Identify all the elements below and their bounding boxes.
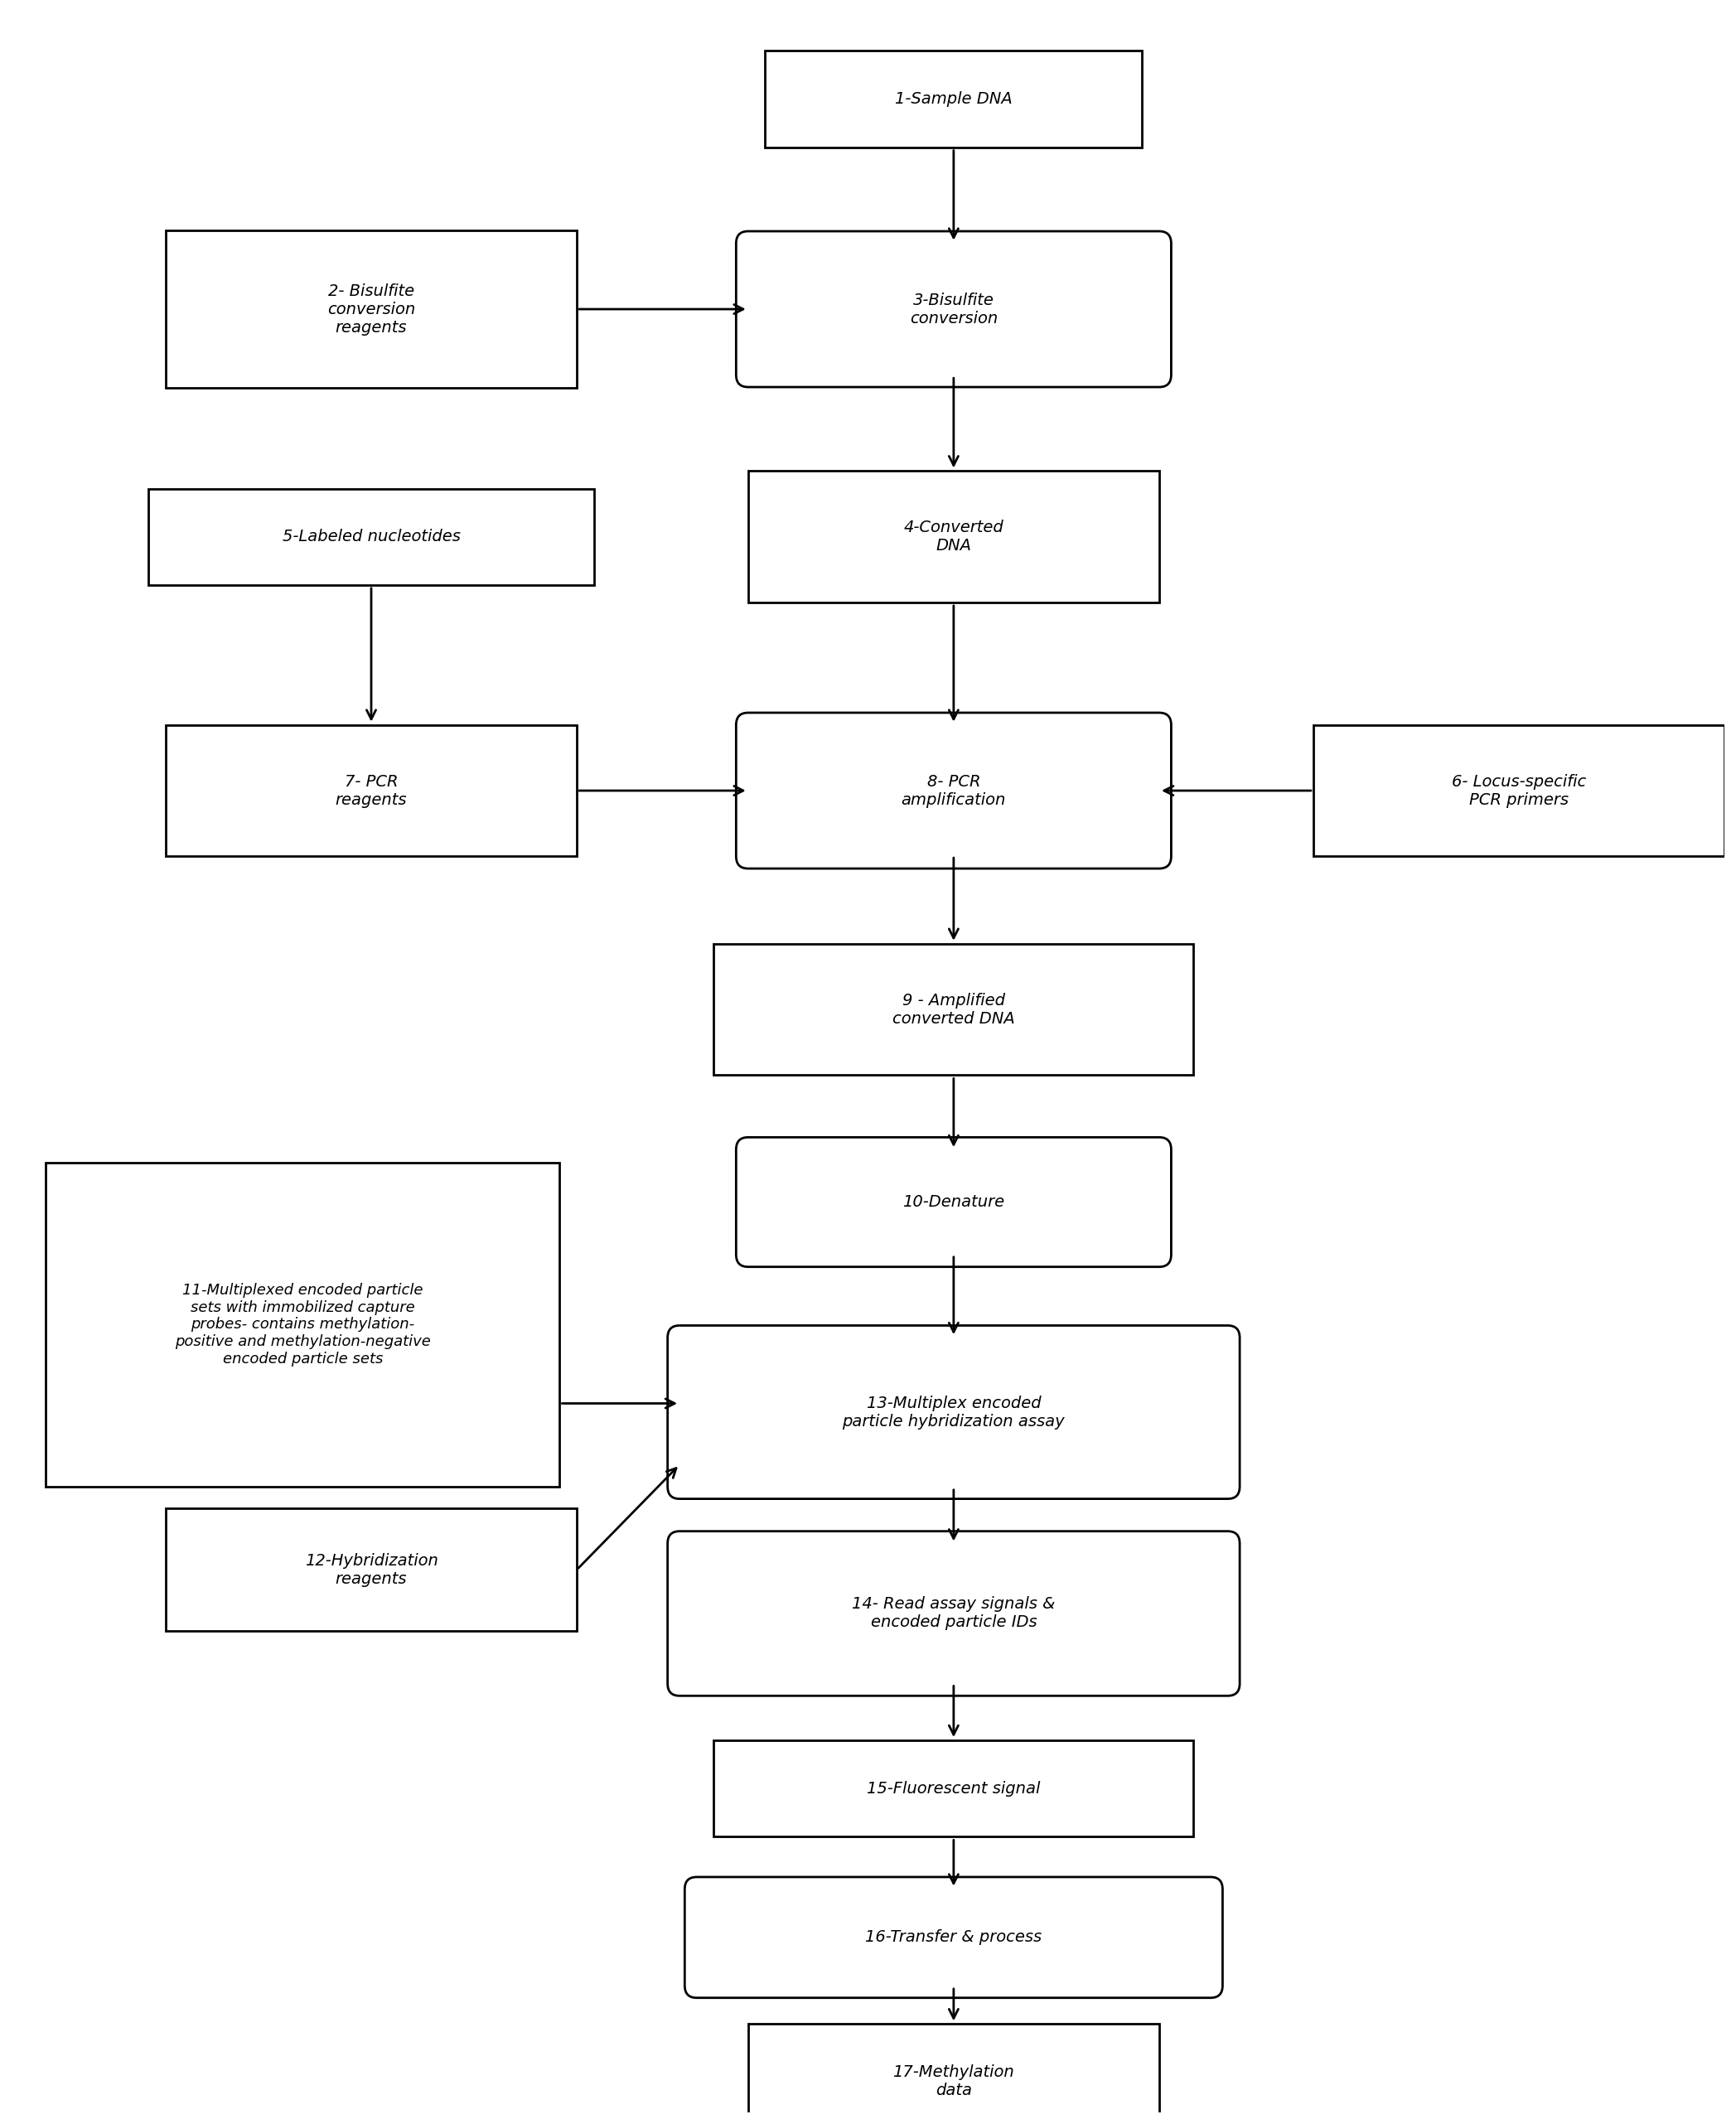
FancyBboxPatch shape bbox=[668, 1531, 1240, 1695]
Text: 11-Multiplexed encoded particle
sets with immobilized capture
probes- contains m: 11-Multiplexed encoded particle sets wit… bbox=[175, 1283, 431, 1366]
FancyBboxPatch shape bbox=[713, 943, 1193, 1075]
Text: 8- PCR
amplification: 8- PCR amplification bbox=[901, 773, 1005, 807]
Text: 6- Locus-specific
PCR primers: 6- Locus-specific PCR primers bbox=[1451, 773, 1587, 807]
Text: 12-Hybridization
reagents: 12-Hybridization reagents bbox=[304, 1553, 437, 1587]
FancyBboxPatch shape bbox=[766, 51, 1142, 147]
Text: 16-Transfer & process: 16-Transfer & process bbox=[865, 1929, 1042, 1946]
FancyBboxPatch shape bbox=[165, 229, 576, 389]
FancyBboxPatch shape bbox=[736, 714, 1172, 869]
FancyBboxPatch shape bbox=[684, 1878, 1222, 1999]
FancyBboxPatch shape bbox=[736, 232, 1172, 387]
Text: 3-Bisulfite
conversion: 3-Bisulfite conversion bbox=[910, 293, 998, 327]
FancyBboxPatch shape bbox=[748, 2024, 1160, 2124]
Text: 7- PCR
reagents: 7- PCR reagents bbox=[335, 773, 406, 807]
Text: 10-Denature: 10-Denature bbox=[903, 1194, 1005, 1211]
FancyBboxPatch shape bbox=[1314, 724, 1724, 856]
Text: 1-Sample DNA: 1-Sample DNA bbox=[896, 91, 1012, 106]
FancyBboxPatch shape bbox=[713, 1740, 1193, 1837]
Text: 2- Bisulfite
conversion
reagents: 2- Bisulfite conversion reagents bbox=[326, 282, 415, 336]
Text: 13-Multiplex encoded
particle hybridization assay: 13-Multiplex encoded particle hybridizat… bbox=[842, 1395, 1064, 1429]
FancyBboxPatch shape bbox=[736, 1136, 1172, 1266]
Text: 14- Read assay signals &
encoded particle IDs: 14- Read assay signals & encoded particl… bbox=[852, 1597, 1055, 1631]
Text: 15-Fluorescent signal: 15-Fluorescent signal bbox=[866, 1780, 1040, 1797]
FancyBboxPatch shape bbox=[45, 1162, 559, 1487]
FancyBboxPatch shape bbox=[165, 724, 576, 856]
Text: 17-Methylation
data: 17-Methylation data bbox=[892, 2065, 1014, 2099]
FancyBboxPatch shape bbox=[149, 489, 594, 584]
Text: 5-Labeled nucleotides: 5-Labeled nucleotides bbox=[283, 529, 460, 544]
Text: 4-Converted
DNA: 4-Converted DNA bbox=[904, 520, 1003, 554]
FancyBboxPatch shape bbox=[748, 472, 1160, 603]
Text: 9 - Amplified
converted DNA: 9 - Amplified converted DNA bbox=[892, 992, 1016, 1026]
FancyBboxPatch shape bbox=[668, 1325, 1240, 1500]
FancyBboxPatch shape bbox=[165, 1508, 576, 1631]
